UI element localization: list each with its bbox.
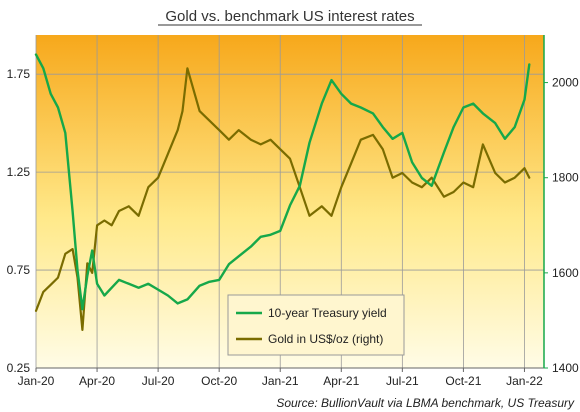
y-right-tick-label: 1600 <box>552 266 579 280</box>
x-tick-label: Jul-21 <box>386 374 419 388</box>
x-tick-label: Oct-20 <box>201 374 237 388</box>
series-layer <box>34 53 531 331</box>
y-left-tick-label: 0.75 <box>7 263 31 277</box>
y-right-tick-label: 1400 <box>552 361 579 375</box>
chart-title: Gold vs. benchmark US interest rates <box>165 8 414 25</box>
x-tick-label: Apr-21 <box>323 374 359 388</box>
x-tick-label: Apr-20 <box>79 374 115 388</box>
gold-price-line <box>34 67 531 331</box>
y-right-tick-label: 1800 <box>552 171 579 185</box>
x-tick-label: Jan-22 <box>506 374 543 388</box>
legend: 10-year Treasury yield Gold in US$/oz (r… <box>227 294 405 356</box>
y-left-tick-label: 1.25 <box>7 165 31 179</box>
y-right-tick-label: 2000 <box>552 76 579 90</box>
x-tick-label: Jan-21 <box>262 374 299 388</box>
treasury-yield-line <box>34 53 531 311</box>
y-left-tick-label: 1.75 <box>7 67 31 81</box>
x-tick-label: Oct-21 <box>445 374 481 388</box>
legend-label-gold: Gold in US$/oz (right) <box>268 332 383 346</box>
legend-label-treasury: 10-year Treasury yield <box>268 306 387 320</box>
y-left-tick-label: 0.25 <box>7 361 31 375</box>
tick-labels: Jan-20 Apr-20 Jul-20 Oct-20 Jan-21 Apr-21 Jul-… <box>7 67 579 388</box>
x-tick-label: Jul-20 <box>142 374 175 388</box>
legend-box <box>227 294 405 356</box>
source-note: Source: BullionVault via LBMA benchmark,… <box>276 396 575 410</box>
x-tick-label: Jan-20 <box>18 374 55 388</box>
axes <box>35 35 548 372</box>
